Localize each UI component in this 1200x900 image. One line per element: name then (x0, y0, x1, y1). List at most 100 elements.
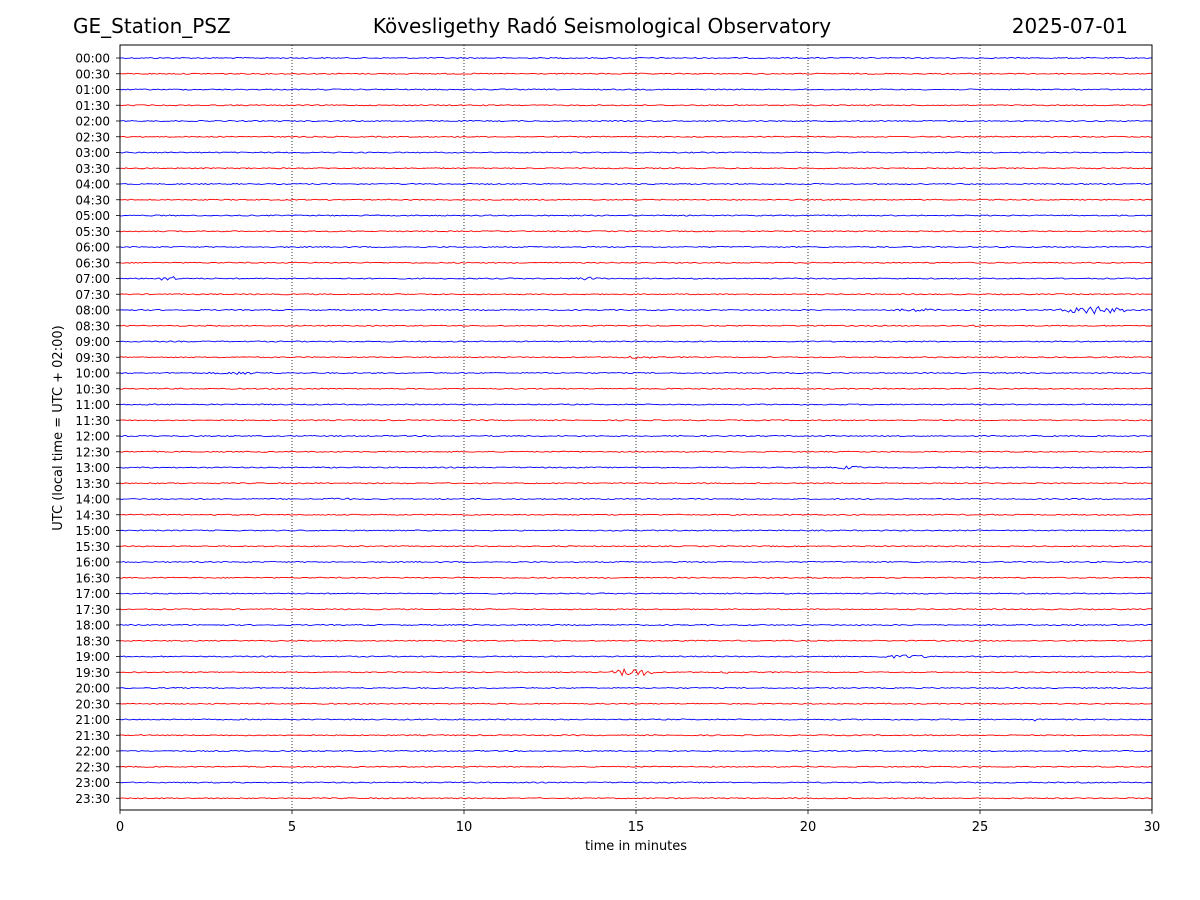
y-tick-label: 12:30 (75, 445, 110, 459)
y-tick-label: 11:00 (75, 398, 110, 412)
y-tick-label: 14:00 (75, 493, 110, 507)
trace-1500 (119, 529, 1153, 532)
trace-0100 (119, 88, 1153, 91)
y-tick-label: 03:00 (75, 146, 110, 160)
x-tick-label: 5 (288, 820, 296, 835)
trace-1800 (119, 623, 1153, 627)
y-tick-label: 15:00 (75, 524, 110, 538)
y-tick-label: 19:30 (75, 666, 110, 680)
trace-2030 (119, 702, 1153, 705)
y-tick-label: 20:30 (75, 697, 110, 711)
trace-1130 (119, 419, 1153, 422)
y-tick-label: 20:00 (75, 682, 110, 696)
trace-1200 (119, 434, 1153, 438)
y-tick-label: 05:00 (75, 209, 110, 223)
trace-0430 (119, 198, 1153, 201)
y-tick-label: 16:00 (75, 556, 110, 570)
y-tick-label: 01:30 (75, 99, 110, 113)
y-tick-label: 05:30 (75, 225, 110, 239)
y-tick-label: 09:30 (75, 351, 110, 365)
trace-0200 (119, 119, 1153, 123)
trace-1530 (119, 545, 1153, 548)
y-tick-label: 18:30 (75, 634, 110, 648)
x-tick-label: 30 (1144, 820, 1161, 835)
trace-0930 (119, 355, 1153, 360)
trace-0530 (119, 230, 1153, 233)
y-tick-label: 01:00 (75, 83, 110, 97)
y-tick-label: 17:00 (75, 587, 110, 601)
y-tick-label: 07:30 (75, 288, 110, 302)
y-tick-label: 09:00 (75, 335, 110, 349)
y-tick-label: 19:00 (75, 650, 110, 664)
y-tick-label: 22:30 (75, 760, 110, 774)
y-tick-label: 17:30 (75, 603, 110, 617)
trace-0630 (119, 261, 1153, 264)
grid-lines (291, 45, 981, 810)
y-tick-label: 00:30 (75, 67, 110, 81)
y-tick-label: 23:30 (75, 792, 110, 806)
trace-0800 (119, 305, 1153, 315)
trace-0400 (119, 182, 1153, 186)
y-tick-label: 18:00 (75, 619, 110, 633)
trace-0700 (119, 276, 1153, 281)
y-tick-label: 07:00 (75, 272, 110, 286)
trace-0900 (119, 340, 1153, 343)
trace-2100 (119, 718, 1153, 722)
trace-1700 (119, 592, 1153, 595)
trace-1300 (119, 465, 1153, 470)
trace-1400 (119, 497, 1153, 501)
y-tick-label: 08:00 (75, 304, 110, 318)
station-name: GE_Station_PSZ (73, 14, 231, 38)
y-tick-label: 22:00 (75, 745, 110, 759)
trace-0730 (119, 293, 1153, 296)
y-axis-label: UTC (local time = UTC + 02:00) (51, 325, 66, 530)
y-tick-label: 00:00 (75, 52, 110, 66)
x-tick-label: 15 (628, 820, 645, 835)
trace-1000 (119, 371, 1153, 376)
trace-1330 (119, 482, 1153, 485)
trace-1930 (119, 668, 1153, 677)
trace-0130 (119, 104, 1153, 107)
x-tick-label: 20 (800, 820, 817, 835)
y-tick-label: 12:00 (75, 430, 110, 444)
seismic-traces (119, 56, 1153, 800)
y-tick-label: 02:00 (75, 115, 110, 129)
trace-2130 (119, 734, 1153, 737)
chart-date: 2025-07-01 (1011, 14, 1128, 38)
trace-1230 (119, 450, 1153, 453)
trace-0330 (119, 167, 1153, 170)
trace-1030 (119, 387, 1153, 390)
trace-1630 (119, 576, 1153, 579)
trace-1430 (119, 513, 1153, 516)
y-tick-label: 13:30 (75, 477, 110, 491)
trace-0600 (119, 245, 1153, 249)
y-tick-label: 16:30 (75, 571, 110, 585)
trace-2230 (119, 765, 1153, 768)
y-tick-label: 02:30 (75, 130, 110, 144)
x-tick-label: 10 (456, 820, 473, 835)
y-tick-label: 21:00 (75, 713, 110, 727)
x-tick-label: 25 (972, 820, 989, 835)
y-tick-label: 06:30 (75, 256, 110, 270)
y-tick-label: 11:30 (75, 414, 110, 428)
trace-0500 (119, 214, 1153, 217)
trace-1730 (119, 608, 1153, 611)
y-tick-label: 10:30 (75, 382, 110, 396)
trace-0300 (119, 151, 1153, 154)
trace-0230 (119, 135, 1153, 138)
trace-2300 (119, 781, 1153, 784)
y-tick-label: 06:00 (75, 241, 110, 255)
chart-title: Kövesligethy Radó Seismological Observat… (372, 14, 832, 38)
x-axis-label: time in minutes (585, 839, 687, 854)
y-tick-label: 15:30 (75, 540, 110, 554)
y-tick-label: 03:30 (75, 162, 110, 176)
y-tick-label: 04:00 (75, 178, 110, 192)
trace-1830 (119, 639, 1153, 642)
y-tick-label: 14:30 (75, 508, 110, 522)
y-tick-label: 10:00 (75, 367, 110, 381)
trace-1100 (119, 403, 1153, 406)
trace-1600 (119, 560, 1153, 564)
trace-0030 (119, 72, 1153, 75)
